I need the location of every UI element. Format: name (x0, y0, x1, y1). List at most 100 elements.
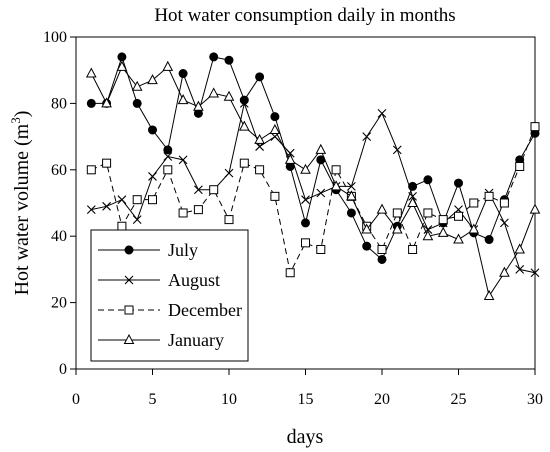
data-point (316, 244, 326, 254)
data-point (514, 243, 526, 254)
data-point (484, 191, 494, 201)
x-tick-label: 15 (298, 391, 314, 408)
y-axis-label-superscript: 3 (8, 117, 23, 124)
data-point (148, 195, 157, 205)
data-point (102, 158, 112, 168)
data-point (224, 55, 234, 65)
legend-item-august: August (98, 270, 220, 290)
data-point (423, 225, 433, 234)
x-tick-label: 0 (72, 391, 80, 408)
data-point (422, 230, 434, 241)
data-point (270, 191, 280, 201)
data-point (361, 223, 373, 234)
data-point (500, 218, 509, 228)
series-december (86, 122, 540, 278)
y-tick-label: 60 (51, 162, 67, 179)
data-point (530, 122, 540, 132)
y-tick-label: 20 (51, 295, 67, 312)
series-layer (85, 52, 541, 300)
data-point (117, 221, 127, 231)
y-axis-label-close: ) (11, 111, 33, 118)
data-point (423, 175, 433, 185)
y-axis-label-main: Hot water volume (m (11, 123, 33, 295)
y-tick-label: 80 (51, 95, 67, 112)
data-point (132, 215, 142, 224)
data-point (408, 191, 417, 201)
data-point (362, 241, 372, 251)
y-tick-label: 0 (59, 361, 67, 378)
data-point (530, 268, 540, 278)
data-point (346, 190, 357, 201)
legend-label: August (168, 270, 220, 290)
data-point (162, 60, 174, 71)
data-point (163, 165, 173, 175)
data-point (301, 195, 310, 205)
data-point (408, 244, 418, 254)
data-point (132, 98, 142, 108)
data-point (376, 203, 388, 214)
data-point (391, 223, 403, 234)
data-point (163, 145, 173, 155)
data-point (407, 196, 418, 207)
data-point (270, 112, 280, 122)
data-point (484, 235, 494, 245)
legend-box (90, 229, 249, 362)
data-point (86, 98, 96, 108)
data-point (285, 148, 295, 158)
y-axis-label: Hot water volume (m3) (8, 111, 33, 296)
legend-item-july: July (98, 240, 198, 260)
data-point (468, 223, 480, 234)
data-point (377, 108, 387, 118)
x-axis-label: days (287, 426, 324, 448)
data-point (285, 268, 295, 278)
data-point (437, 226, 449, 237)
data-point (239, 99, 249, 108)
data-point (239, 158, 249, 168)
data-point (453, 233, 464, 244)
data-point (392, 208, 402, 218)
data-point (238, 120, 250, 131)
data-point (316, 188, 326, 198)
data-point (208, 87, 220, 98)
data-point (499, 198, 509, 208)
data-point (178, 69, 188, 79)
data-point (131, 80, 143, 91)
data-point (269, 123, 281, 134)
series-line (91, 55, 536, 261)
legend-marker (124, 245, 134, 255)
data-point (117, 195, 127, 205)
data-point (209, 185, 219, 195)
x-tick-label: 5 (149, 391, 157, 408)
legend-label: December (168, 300, 242, 320)
legend-label: July (168, 240, 198, 260)
data-point (86, 205, 96, 215)
data-point (330, 180, 342, 191)
data-point (499, 266, 510, 277)
x-tick-label: 20 (374, 391, 390, 408)
data-point (300, 163, 311, 174)
data-point (301, 218, 310, 228)
data-point (392, 145, 402, 155)
data-point (346, 208, 356, 218)
data-point (147, 74, 158, 85)
data-point (284, 153, 296, 164)
legend-label: January (168, 330, 224, 350)
data-point (102, 201, 111, 211)
x-tick-label: 10 (221, 391, 237, 408)
data-point (529, 203, 541, 214)
data-point (148, 125, 157, 135)
data-point (116, 60, 128, 71)
y-tick-label: 100 (43, 29, 67, 46)
data-point (454, 211, 463, 221)
data-point (224, 215, 234, 225)
series-january (85, 60, 541, 300)
data-point (301, 238, 310, 248)
data-point (193, 205, 203, 215)
data-point (423, 208, 433, 218)
x-tick-label: 30 (527, 391, 543, 408)
chart-title: Hot water consumption daily in months (154, 5, 455, 26)
x-tick-label: 25 (451, 391, 467, 408)
data-point (255, 72, 265, 82)
data-point (254, 133, 265, 144)
